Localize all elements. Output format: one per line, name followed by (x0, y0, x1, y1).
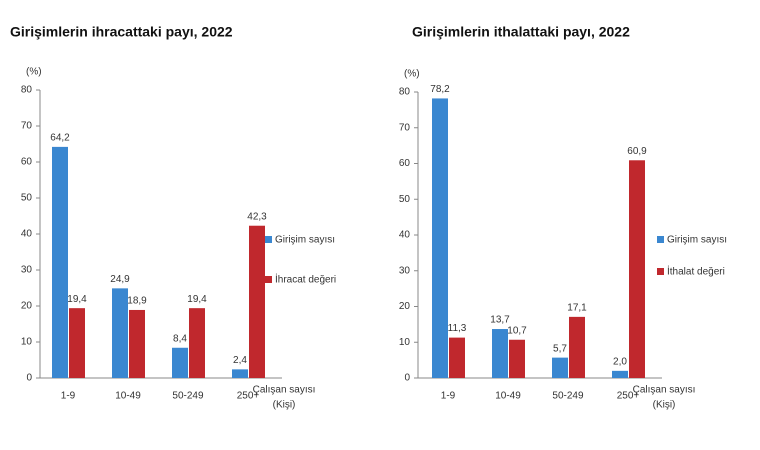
x-axis-label: (Kişi) (653, 400, 676, 411)
y-tick-label: 60 (399, 158, 411, 169)
bar (612, 370, 628, 378)
value-label: 8,4 (173, 333, 187, 344)
value-label: 10,7 (507, 325, 527, 336)
y-tick-label: 40 (21, 229, 33, 240)
bar (129, 309, 145, 378)
legend-label: Girişim sayısı (667, 235, 727, 246)
bar (249, 225, 265, 378)
y-tick-label: 50 (21, 193, 33, 204)
bar (52, 146, 68, 378)
y-tick-label: 70 (399, 122, 411, 133)
bar (172, 347, 188, 378)
bar (189, 308, 205, 378)
legend-swatch (265, 236, 272, 243)
value-label: 5,7 (553, 343, 567, 354)
bar (69, 308, 85, 378)
value-label: 60,9 (627, 146, 647, 157)
bar (449, 337, 465, 378)
legend-label: İthalat değeri (667, 265, 725, 278)
x-tick-label: 250+ (237, 391, 260, 402)
x-tick-label: 1-9 (441, 391, 456, 402)
x-tick-label: 10-49 (115, 391, 141, 402)
legend-swatch (657, 236, 664, 243)
y-tick-label: 40 (399, 230, 411, 241)
value-label: 2,4 (233, 355, 247, 366)
value-label: 78,2 (430, 84, 450, 95)
value-label: 42,3 (247, 211, 267, 222)
x-tick-label: 50-249 (172, 391, 204, 402)
bar (232, 369, 248, 378)
x-tick-label: 250+ (617, 391, 640, 402)
y-axis-label: (%) (26, 67, 42, 78)
bar (569, 316, 585, 378)
x-tick-label: 10-49 (495, 391, 521, 402)
y-tick-label: 60 (21, 157, 33, 168)
y-tick-label: 20 (21, 301, 33, 312)
legend-swatch (265, 276, 272, 283)
bar (432, 98, 448, 378)
bar (552, 357, 568, 378)
x-tick-label: 50-249 (552, 391, 584, 402)
bar (509, 339, 525, 378)
bar (629, 160, 645, 378)
y-tick-label: 30 (21, 265, 33, 276)
bar (492, 329, 508, 378)
y-tick-label: 20 (399, 301, 411, 312)
y-tick-label: 10 (21, 337, 33, 348)
y-tick-label: 70 (21, 121, 33, 132)
x-axis-label: Çalışan sayısı (253, 385, 316, 396)
x-axis-label: Çalışan sayısı (633, 385, 696, 396)
value-label: 64,2 (50, 133, 70, 144)
y-tick-label: 80 (21, 85, 33, 96)
x-tick-label: 1-9 (61, 391, 76, 402)
value-label: 18,9 (127, 296, 147, 307)
value-label: 13,7 (490, 315, 510, 326)
value-label: 19,4 (67, 294, 87, 305)
y-tick-label: 30 (399, 265, 411, 276)
y-tick-label: 80 (399, 87, 411, 98)
value-label: 17,1 (567, 303, 587, 314)
chart-title: Girişimlerin ithalattaki payı, 2022 (412, 24, 630, 40)
chart-title: Girişimlerin ihracattaki payı, 2022 (10, 24, 233, 40)
x-axis-label: (Kişi) (273, 400, 296, 411)
y-tick-label: 10 (399, 337, 411, 348)
legend-swatch (657, 268, 664, 275)
legend-label: İhracat değeri (275, 273, 336, 286)
value-label: 19,4 (187, 294, 207, 305)
y-tick-label: 0 (26, 373, 32, 384)
value-label: 2,0 (613, 356, 627, 367)
value-label: 11,3 (448, 323, 467, 334)
y-tick-label: 0 (404, 373, 410, 384)
y-tick-label: 50 (399, 194, 411, 205)
value-label: 24,9 (110, 274, 130, 285)
y-axis-label: (%) (404, 69, 420, 80)
legend-label: Girişim sayısı (275, 235, 335, 246)
bar (112, 288, 128, 378)
